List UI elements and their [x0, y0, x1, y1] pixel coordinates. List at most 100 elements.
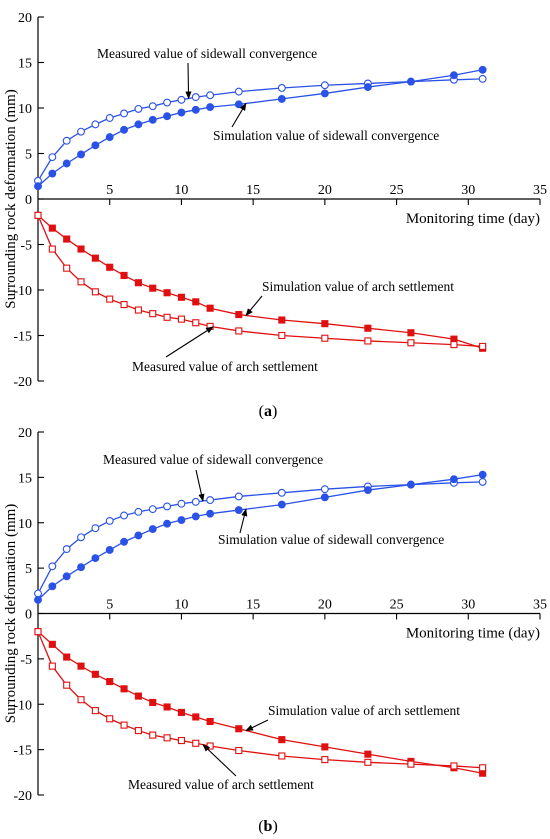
- data-point: [148, 505, 157, 514]
- panel-label-letter: a: [264, 403, 272, 420]
- annotation-arrow: [239, 508, 248, 534]
- data-point: [77, 563, 85, 572]
- data-point: [91, 141, 100, 150]
- data-point: [407, 339, 415, 347]
- data-point: [277, 500, 286, 509]
- x-tick-label: 35: [533, 183, 547, 198]
- data-point: [134, 104, 143, 113]
- annotation-arrow: [231, 102, 247, 128]
- y-axis-title: Surrounding rock deformation (mm): [3, 504, 19, 724]
- data-point: [234, 492, 243, 501]
- data-point: [120, 271, 128, 279]
- data-point: [234, 87, 243, 96]
- series-2: [34, 628, 487, 777]
- data-point: [177, 516, 186, 524]
- annotation-arrow: [202, 744, 237, 777]
- data-point: [206, 496, 215, 505]
- annotation-label: Measured value of arch settlement: [132, 359, 318, 374]
- data-point: [364, 337, 372, 345]
- data-point: [134, 279, 142, 287]
- data-point: [91, 254, 99, 262]
- y-tick-label: -20: [13, 375, 32, 390]
- y-tick-label: -15: [13, 744, 32, 759]
- data-point: [120, 301, 128, 309]
- data-point: [106, 678, 114, 686]
- data-point: [177, 708, 185, 716]
- data-point: [163, 98, 172, 107]
- data-point: [450, 341, 458, 349]
- data-point: [62, 159, 71, 168]
- y-tick-label: 15: [18, 471, 32, 486]
- data-point: [163, 313, 171, 321]
- data-point: [48, 562, 57, 571]
- data-point: [63, 235, 71, 243]
- data-point: [278, 736, 286, 744]
- data-point: [62, 572, 71, 581]
- y-tick-label: 5: [25, 148, 32, 163]
- data-point: [91, 554, 100, 563]
- data-point: [206, 91, 215, 100]
- data-point: [278, 331, 286, 340]
- y-tick-label: -15: [13, 330, 32, 345]
- data-point: [321, 334, 329, 342]
- data-point: [48, 640, 56, 648]
- data-point: [120, 721, 128, 729]
- data-point: [48, 224, 56, 232]
- data-point: [277, 94, 286, 103]
- data-point: [235, 725, 243, 733]
- data-point: [478, 74, 487, 83]
- data-point: [120, 537, 129, 546]
- data-point: [134, 692, 142, 700]
- annotation-label: Measured value of sidewall convergence: [103, 452, 323, 467]
- data-point: [120, 109, 129, 118]
- data-point: [34, 211, 42, 219]
- series-3: [34, 211, 487, 350]
- y-tick-label: -10: [13, 284, 32, 299]
- y-tick-label: 0: [25, 193, 32, 208]
- data-point: [478, 65, 487, 74]
- data-point: [177, 293, 185, 301]
- annotation-arrow: [185, 62, 192, 100]
- data-point: [77, 245, 85, 253]
- data-point: [321, 756, 329, 764]
- data-point: [149, 284, 157, 292]
- data-point: [105, 114, 114, 122]
- data-point: [206, 717, 214, 726]
- data-point: [163, 519, 172, 528]
- data-point: [450, 762, 458, 770]
- data-point: [449, 475, 458, 484]
- data-point: [278, 752, 286, 760]
- series-3: [34, 628, 487, 772]
- annotation-arrow: [195, 469, 205, 502]
- data-point: [364, 750, 372, 758]
- data-point: [148, 102, 157, 111]
- data-point: [407, 760, 415, 768]
- y-tick-label: 5: [25, 562, 32, 577]
- data-point: [48, 169, 57, 178]
- data-point: [235, 311, 243, 319]
- data-point: [163, 502, 172, 511]
- data-point: [134, 306, 142, 314]
- data-point: [206, 509, 215, 518]
- data-point: [191, 105, 200, 114]
- data-point: [120, 685, 128, 693]
- panel-label-close: ): [272, 403, 277, 420]
- data-point: [406, 480, 415, 489]
- data-point: [177, 108, 186, 117]
- data-point: [105, 546, 114, 554]
- x-tick-label: 25: [390, 183, 404, 198]
- series-1: [34, 470, 487, 604]
- data-point: [91, 524, 100, 533]
- data-point: [407, 329, 415, 337]
- panel-label: (a): [259, 403, 278, 420]
- data-point: [48, 153, 57, 162]
- data-point: [77, 150, 85, 159]
- data-point: [206, 304, 214, 312]
- data-point: [106, 263, 114, 271]
- data-point: [277, 488, 286, 497]
- data-point: [63, 681, 71, 689]
- x-axis-title: Monitoring time (day): [406, 626, 540, 642]
- annotation-label: Simulation value of arch settlement: [268, 703, 460, 718]
- data-point: [364, 324, 372, 332]
